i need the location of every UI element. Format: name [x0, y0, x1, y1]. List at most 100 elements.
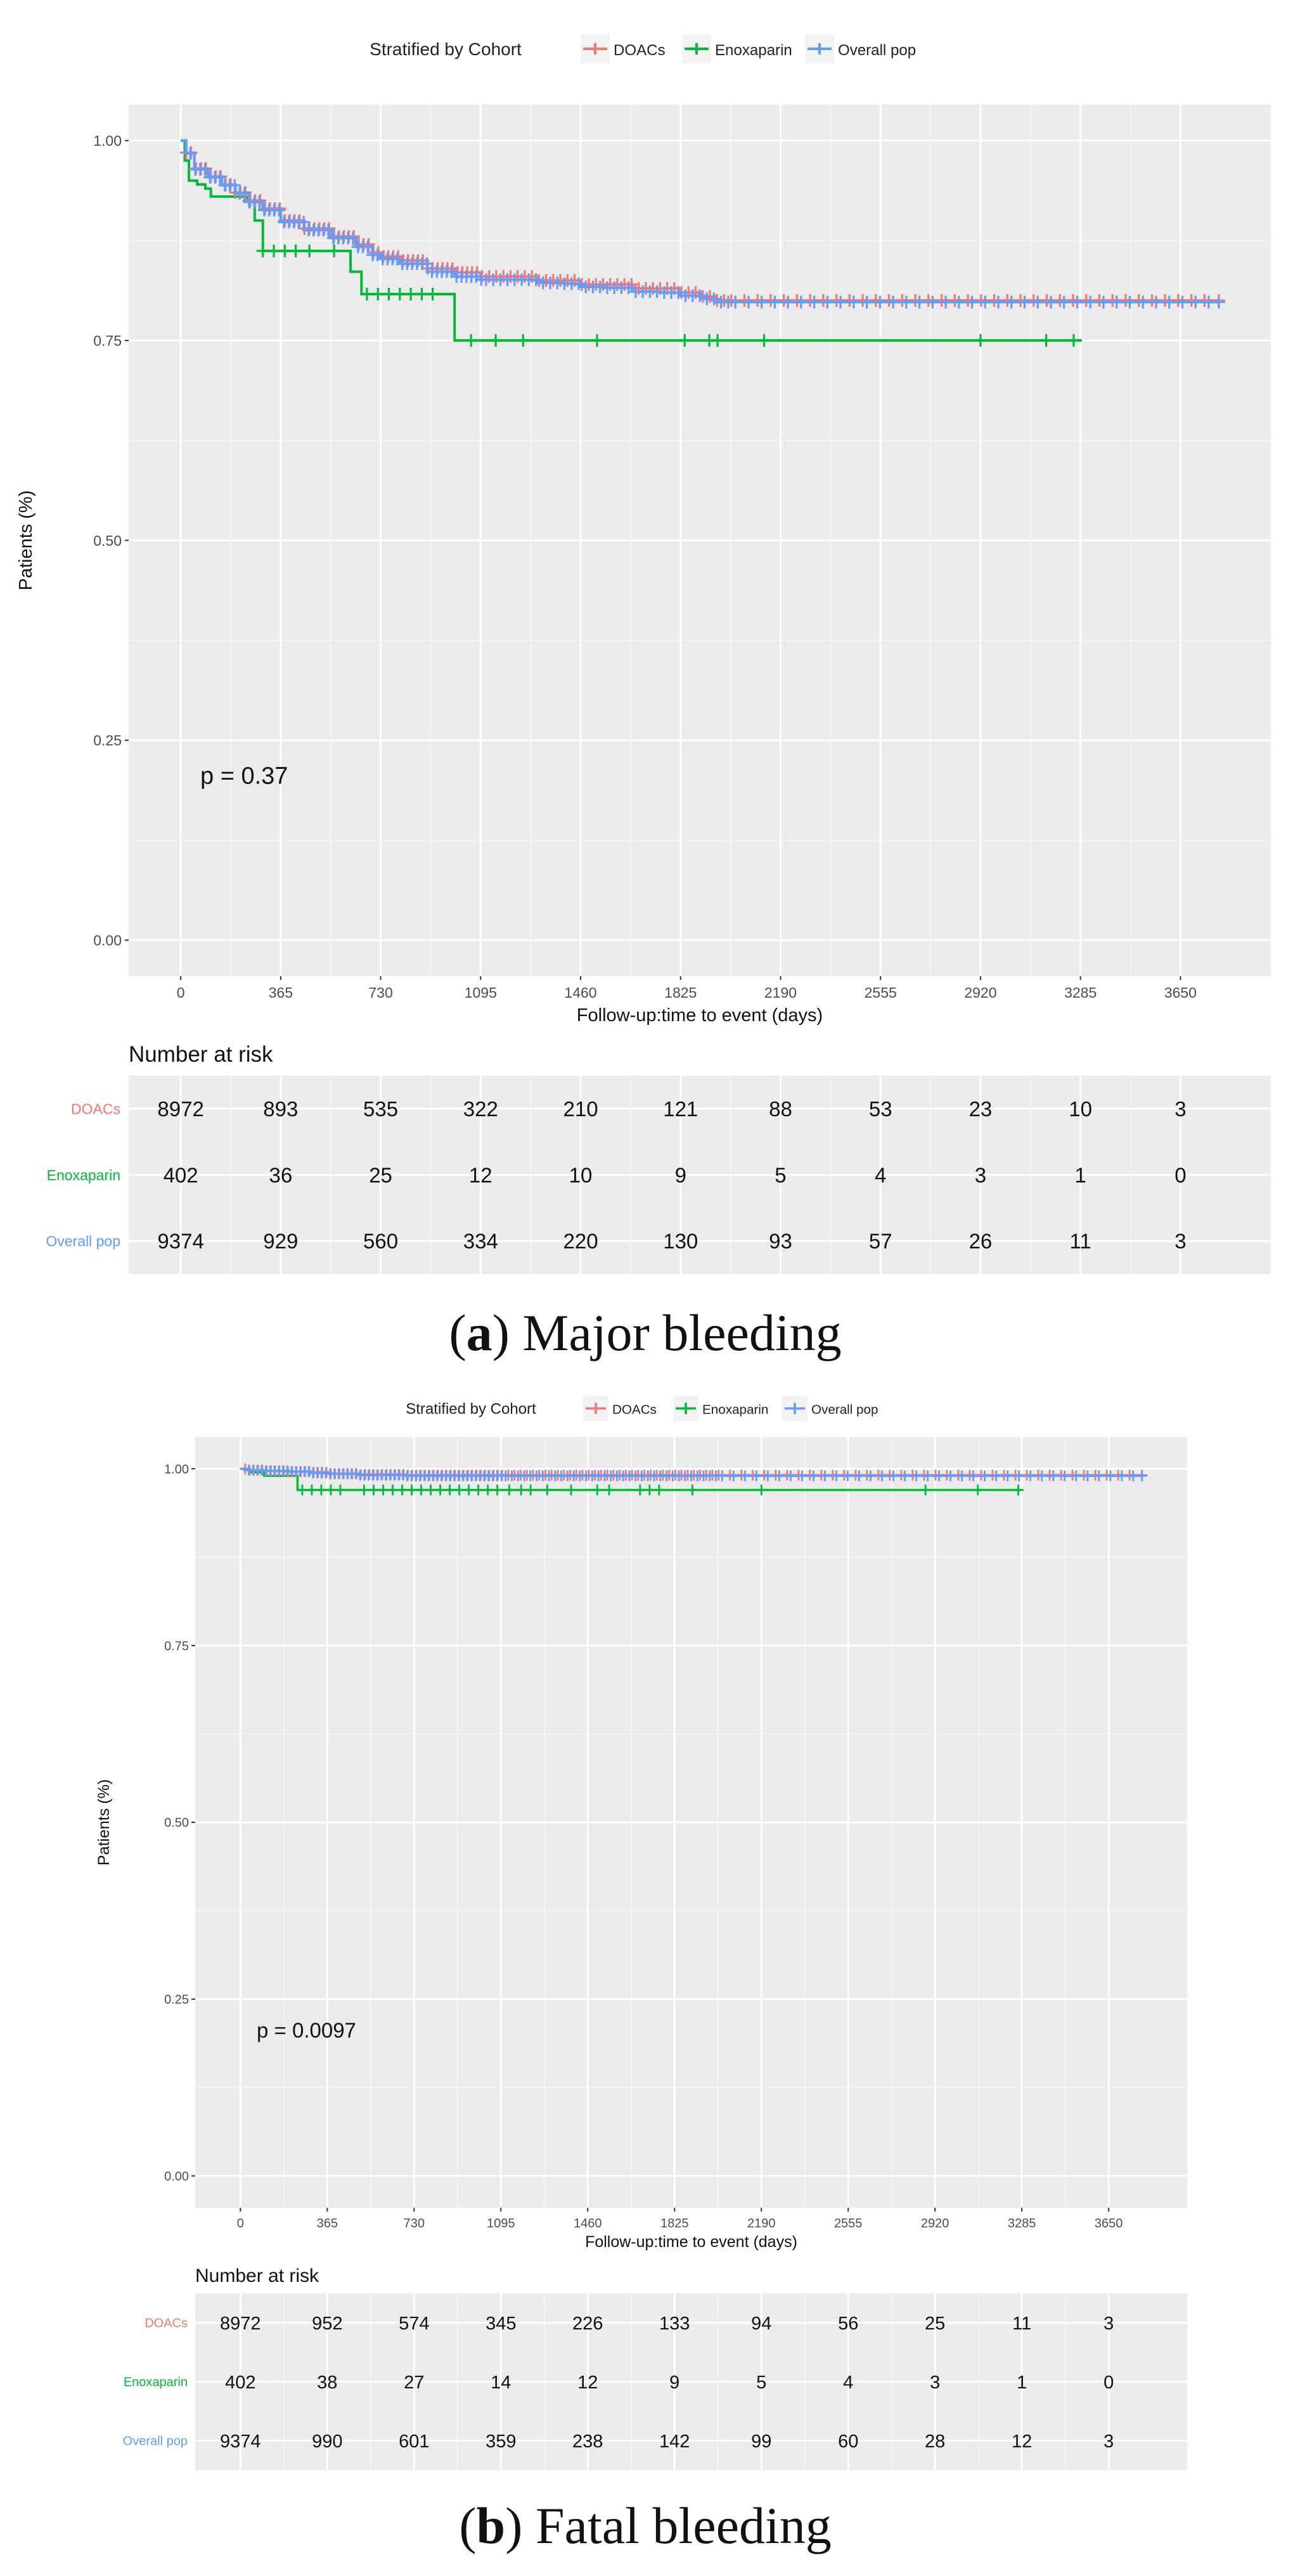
censor-mark	[672, 286, 685, 299]
censor-mark	[316, 1484, 327, 1496]
x-tick-label: 1095	[465, 984, 497, 1001]
censor-mark	[1136, 1470, 1148, 1481]
censor-mark	[939, 295, 953, 309]
censor-mark	[1031, 295, 1045, 309]
risk-count: 10	[569, 1163, 593, 1187]
censor-mark	[847, 295, 860, 309]
risk-count: 28	[925, 2431, 945, 2452]
risk-count: 574	[399, 2314, 429, 2334]
censor-mark	[1018, 295, 1031, 309]
censor-mark	[819, 1470, 830, 1481]
x-tick-label: 730	[404, 2217, 425, 2231]
censor-mark	[184, 146, 197, 160]
censor-mark	[238, 187, 251, 200]
censor-mark	[888, 1470, 899, 1481]
censor-mark	[1059, 1470, 1071, 1481]
risk-count: 1	[1074, 1163, 1086, 1187]
risk-count: 12	[1012, 2431, 1032, 2452]
risk-count: 8972	[220, 2314, 261, 2334]
censor-mark	[397, 1484, 408, 1496]
legend-label: Overall pop	[811, 1403, 878, 1417]
caption-letter: a	[467, 1304, 492, 1362]
censor-mark	[922, 1470, 934, 1481]
risk-count: 1	[1017, 2373, 1027, 2393]
censor-mark	[426, 287, 439, 300]
risk-count: 3	[1175, 1230, 1186, 1253]
censor-mark	[213, 171, 226, 184]
censor-mark	[1123, 295, 1136, 309]
censor-mark	[1013, 1484, 1024, 1496]
legend-key-doacs	[583, 1396, 608, 1421]
caption-text: ) Fatal bleeding	[505, 2497, 832, 2554]
risk-row-label: DOACs	[145, 2317, 188, 2331]
censor-mark	[972, 1484, 984, 1496]
legend-label: DOACs	[614, 42, 666, 59]
risk-count: 25	[369, 1163, 392, 1187]
legend: Stratified by Cohort DOACs Enoxaparin Overa…	[406, 1396, 878, 1421]
censor-mark	[965, 295, 979, 309]
y-tick-label: 0.75	[164, 1639, 189, 1653]
risk-count: 402	[164, 1163, 198, 1187]
risk-count: 11	[1070, 1230, 1091, 1253]
censor-mark	[1002, 1470, 1014, 1481]
risk-count: 10	[1069, 1097, 1092, 1121]
risk-count: 359	[486, 2431, 516, 2452]
x-tick-label: 2190	[747, 2217, 776, 2231]
risk-count: 36	[269, 1163, 292, 1187]
risk-count: 25	[925, 2314, 945, 2334]
panel-caption: (a) Major bleeding	[449, 1304, 841, 1362]
censor-mark	[1014, 1470, 1025, 1481]
censor-mark	[934, 1470, 945, 1481]
legend-label: Overall pop	[838, 42, 916, 59]
censor-mark	[371, 287, 385, 300]
censor-mark	[842, 1470, 853, 1481]
p-value: p = 0.0097	[257, 2019, 356, 2042]
censor-mark	[887, 295, 900, 309]
caption-open: (	[449, 1304, 466, 1362]
censor-mark	[782, 295, 795, 309]
x-tick-label: 365	[317, 2217, 338, 2231]
censor-mark	[1116, 1470, 1128, 1481]
risk-count: 133	[659, 2314, 690, 2334]
x-tick-label: 2920	[964, 984, 996, 1001]
censor-mark	[755, 295, 768, 309]
censor-mark	[335, 1484, 346, 1496]
y-tick-label: 1.00	[164, 1462, 189, 1476]
censor-mark	[756, 1484, 767, 1496]
censor-mark	[515, 1484, 527, 1496]
censor-mark	[489, 334, 503, 347]
censor-mark	[198, 163, 212, 176]
risk-count: 9374	[220, 2431, 261, 2452]
censor-mark	[707, 292, 721, 306]
censor-mark	[991, 1470, 1002, 1481]
risk-count: 12	[577, 2373, 598, 2393]
censor-mark	[603, 1484, 615, 1496]
legend-key-enoxaparin	[673, 1396, 698, 1421]
x-tick-label: 0	[177, 984, 185, 1001]
censor-mark	[387, 1484, 398, 1496]
censor-mark	[328, 244, 341, 257]
risk-count: 952	[312, 2314, 342, 2334]
risk-count: 0	[1175, 1163, 1186, 1187]
censor-mark	[278, 244, 292, 257]
risk-count: 990	[312, 2431, 342, 2452]
risk-count: 334	[463, 1230, 498, 1253]
caption-letter: b	[477, 2497, 506, 2554]
legend-key-doacs	[581, 34, 610, 63]
risk-count: 9	[675, 1163, 686, 1187]
legend-label: Enoxaparin	[702, 1403, 768, 1417]
censor-mark	[979, 1470, 991, 1481]
censor-mark	[794, 295, 808, 309]
x-tick-label: 730	[368, 984, 392, 1001]
censor-mark	[873, 295, 887, 309]
censor-mark	[1136, 295, 1150, 309]
censor-mark	[1189, 295, 1202, 309]
censor-mark	[228, 179, 241, 192]
risk-count: 3	[930, 2373, 940, 2393]
censor-mark	[256, 244, 269, 257]
censor-mark	[454, 1484, 465, 1496]
risk-count: 893	[263, 1097, 298, 1121]
risk-count: 12	[469, 1163, 492, 1187]
censor-mark	[750, 1470, 762, 1481]
legend-key-overall-pop	[805, 34, 834, 63]
